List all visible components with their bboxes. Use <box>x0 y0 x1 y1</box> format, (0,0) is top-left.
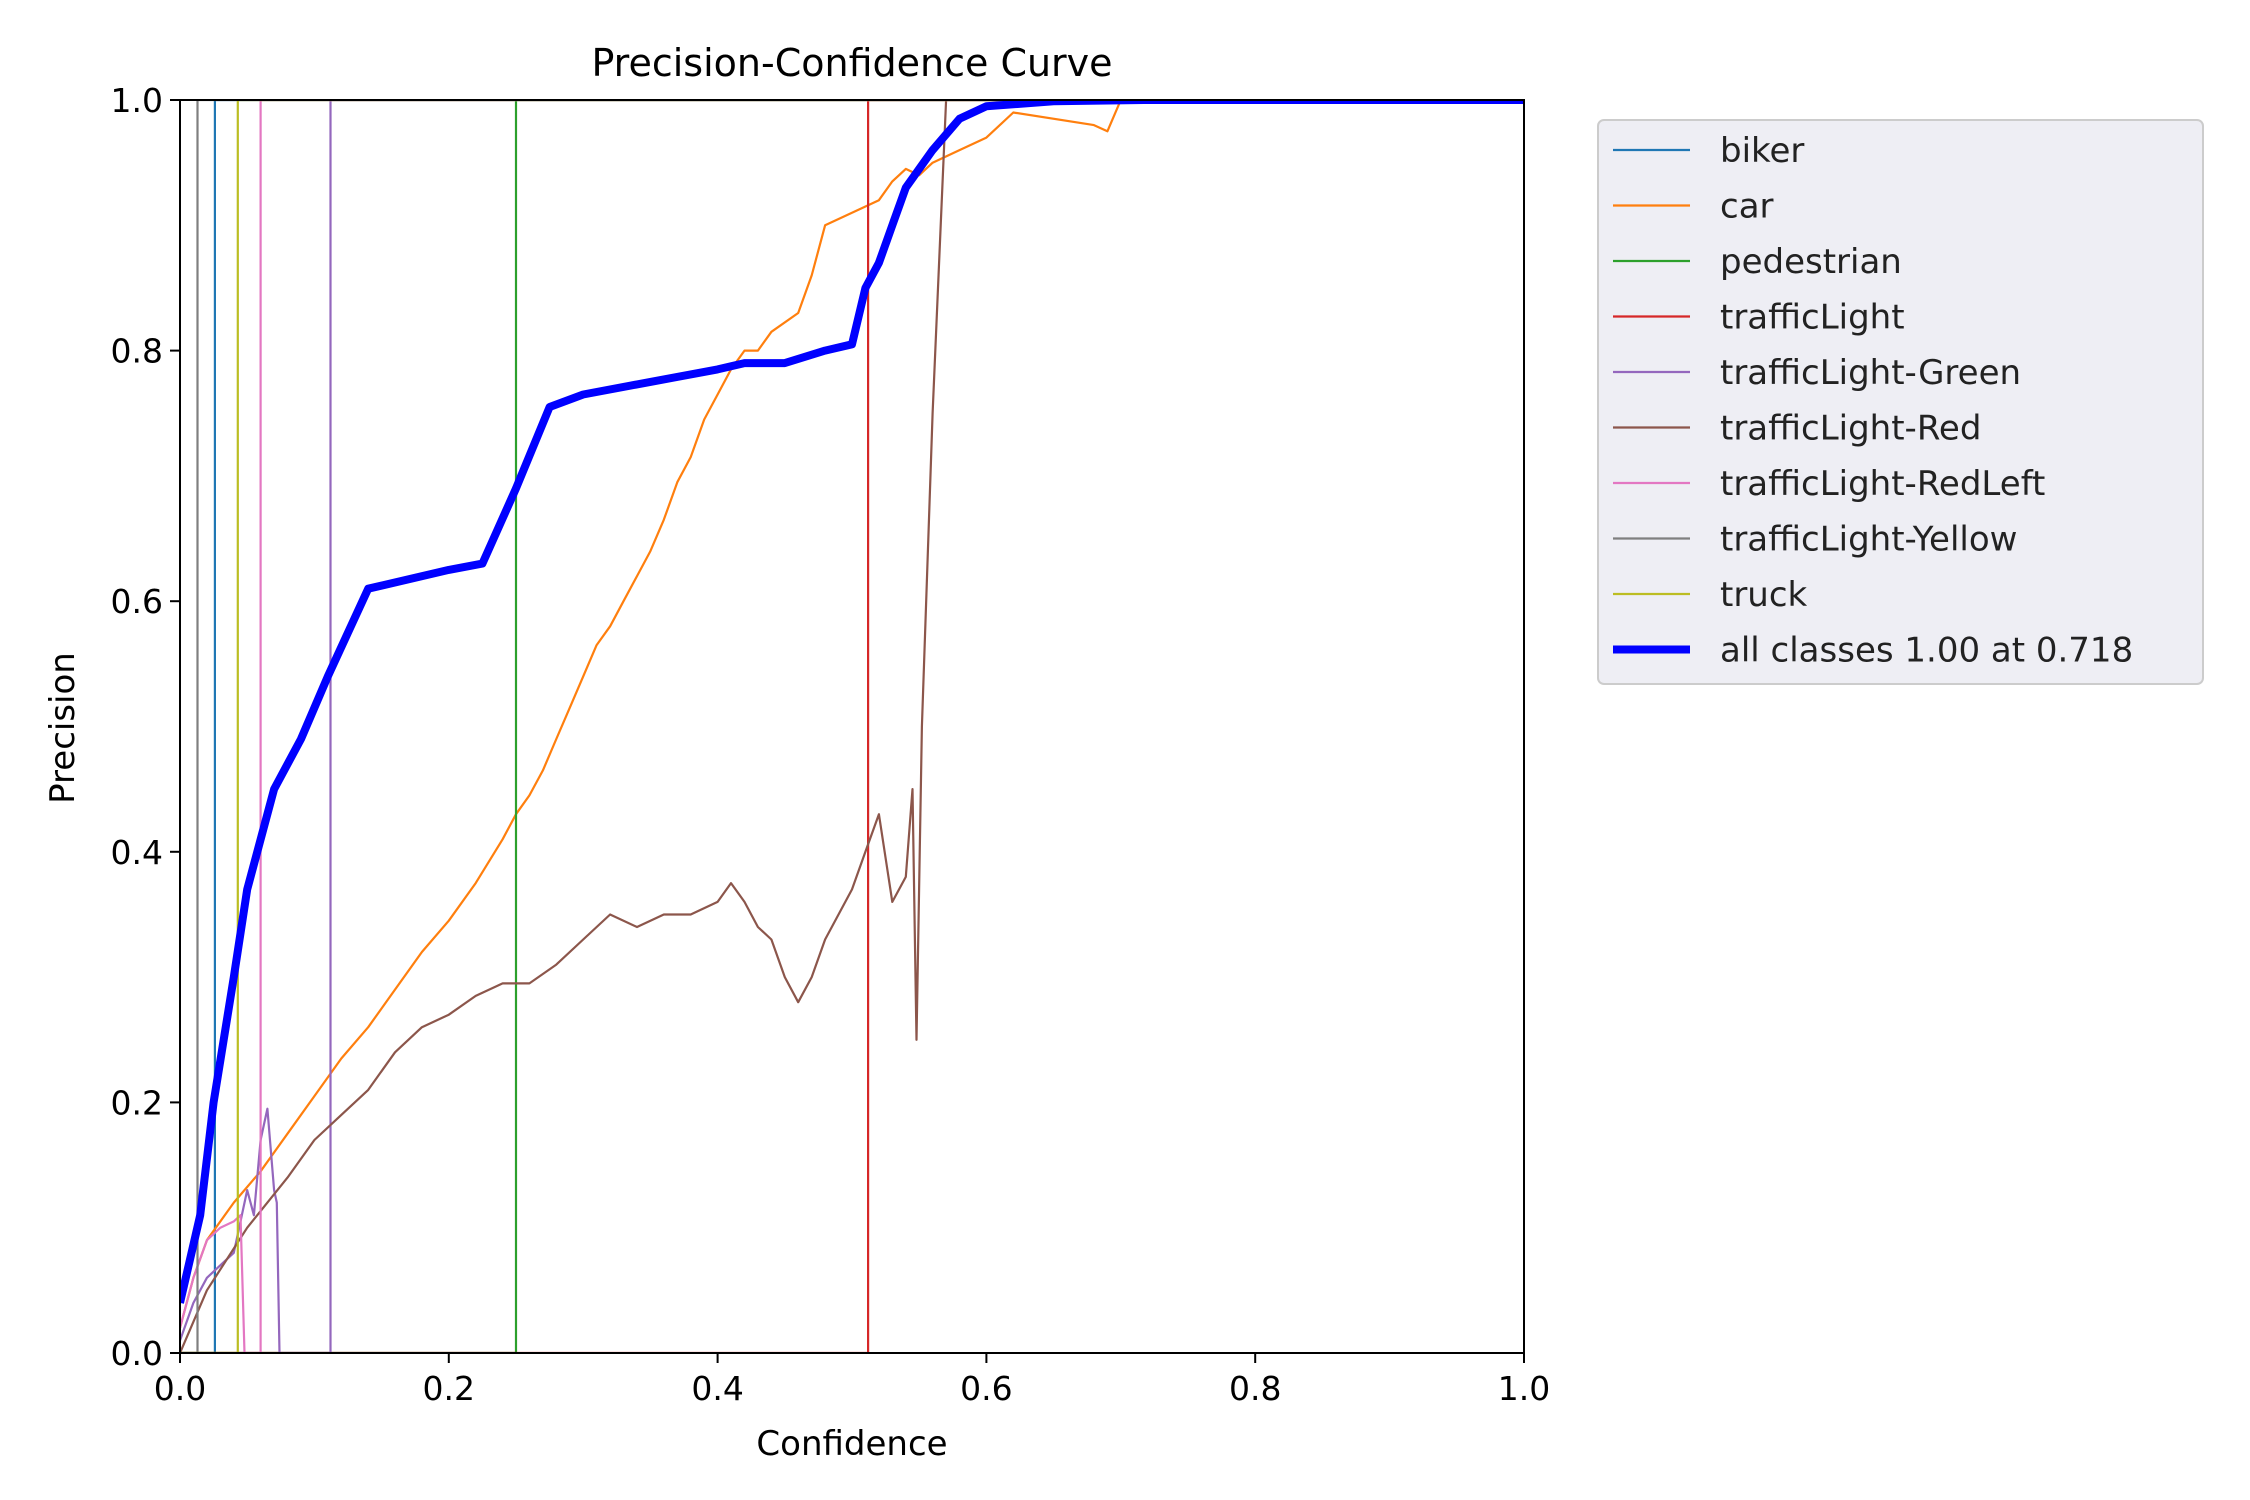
series-line-truck <box>180 100 1524 1353</box>
legend-label: biker <box>1720 131 1804 171</box>
x-tick-label: 0.6 <box>960 1369 1012 1408</box>
x-tick-label: 0.8 <box>1229 1369 1281 1408</box>
x-axis: 0.0 0.2 0.4 0.6 0.8 1.0 <box>154 1353 1550 1408</box>
y-tick-label: 1.0 <box>111 81 163 120</box>
legend-label: trafficLight-Green <box>1720 353 2021 393</box>
legend-label: car <box>1720 187 1774 227</box>
series-layer <box>180 100 1524 1353</box>
plot-area: 0.0 0.2 0.4 0.6 0.8 1.0 0.0 0.2 0.4 0.6 0.8 1.0 <box>111 81 1551 1408</box>
series-line-all-classes-1-00-at-0-718 <box>180 100 1524 1304</box>
legend-label: trafficLight-Yellow <box>1720 520 2017 560</box>
series-line-trafficlight <box>180 100 1524 1353</box>
x-tick-label: 1.0 <box>1498 1369 1550 1408</box>
x-tick-label: 0.2 <box>423 1369 475 1408</box>
x-tick-label: 0.0 <box>154 1369 206 1408</box>
series-line-biker <box>180 100 1524 1353</box>
y-tick-label: 0.8 <box>111 332 163 371</box>
legend-label: all classes 1.00 at 0.718 <box>1720 631 2133 671</box>
y-axis-label: Precision <box>43 652 83 804</box>
legend-items: biker car pedestrian trafficLight trafficLig… <box>1613 131 2133 671</box>
legend-box <box>1597 119 2204 685</box>
legend-label: trafficLight <box>1720 298 1905 338</box>
legend-label: trafficLight-RedLeft <box>1720 464 2045 504</box>
legend-label: trafficLight-Red <box>1720 409 1981 449</box>
series-line-pedestrian <box>180 100 1524 1353</box>
series-line-trafficlight-yellow <box>180 100 1524 1353</box>
plot-background <box>180 100 1524 1353</box>
plot-frame <box>179 99 1525 1354</box>
legend-label: truck <box>1720 575 1808 615</box>
y-tick-label: 0.0 <box>111 1334 163 1373</box>
chart-title: Precision-Confidence Curve <box>591 41 1112 85</box>
x-axis-label: Confidence <box>756 1424 947 1464</box>
x-tick-label: 0.4 <box>691 1369 743 1408</box>
legend-label: pedestrian <box>1720 242 1902 282</box>
series-line-trafficlight-red <box>180 100 1524 1353</box>
y-tick-label: 0.6 <box>111 582 163 621</box>
y-tick-label: 0.2 <box>111 1083 163 1122</box>
legend: biker car pedestrian trafficLight trafficLig… <box>1597 119 2204 685</box>
y-axis: 0.0 0.2 0.4 0.6 0.8 1.0 <box>111 81 180 1373</box>
y-tick-label: 0.4 <box>111 833 163 872</box>
